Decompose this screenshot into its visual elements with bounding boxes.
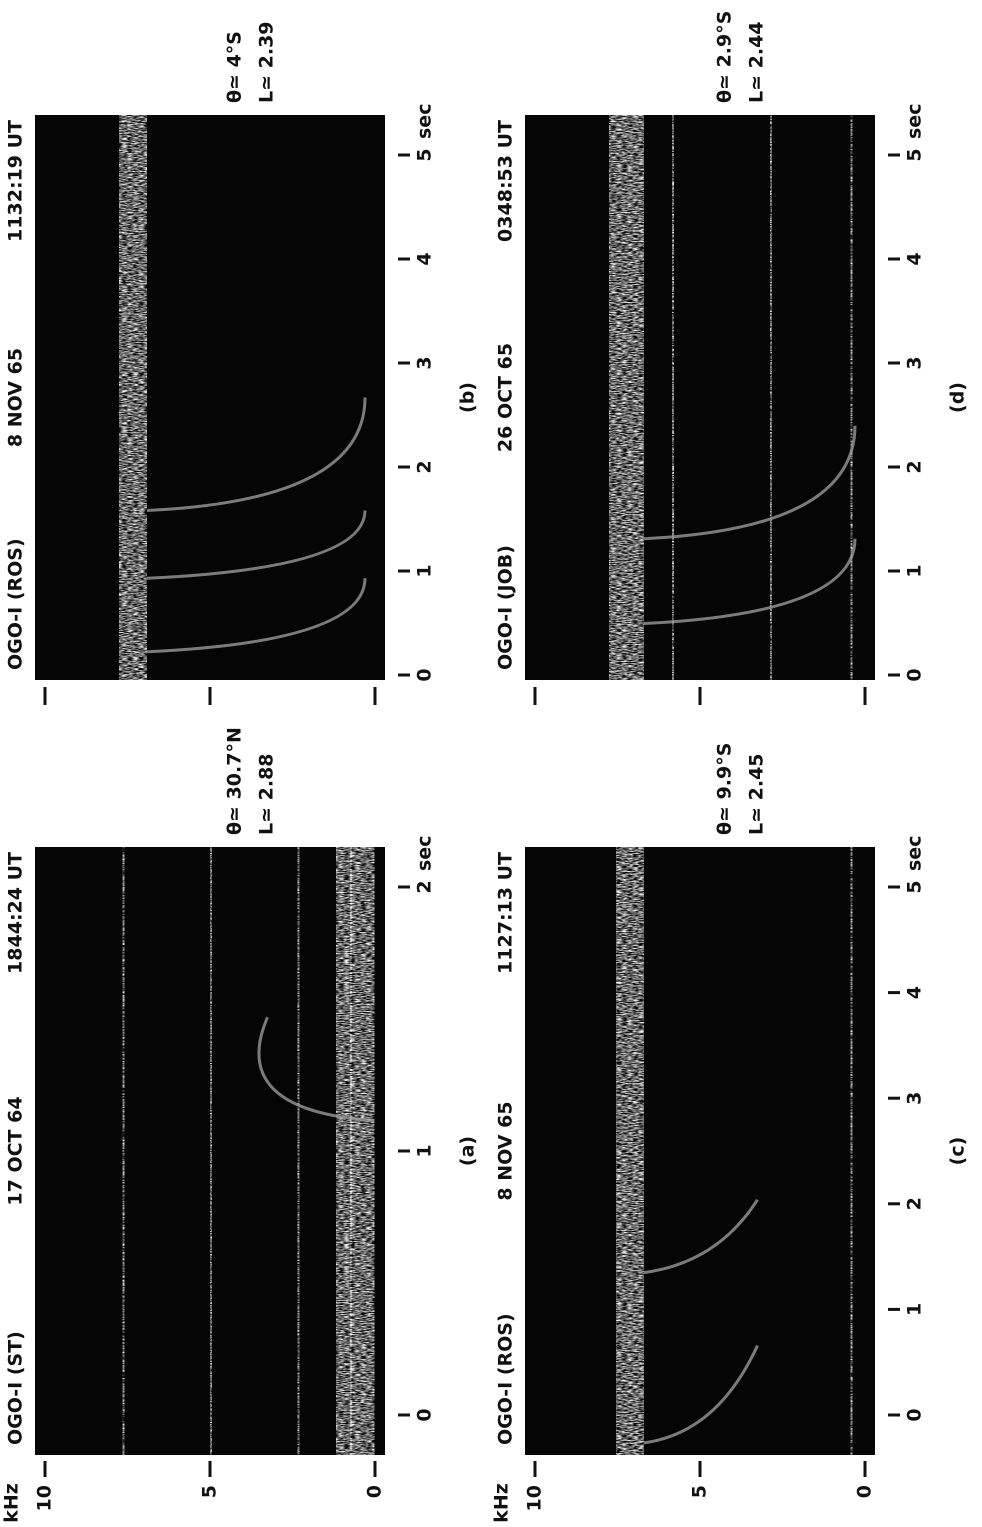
l-shell-label: L≃ 2.39 (256, 21, 278, 103)
x-tick-label: 0 (904, 1408, 926, 1421)
x-tick-label: 5 (904, 880, 926, 893)
x-tick-label: 0 (414, 668, 436, 681)
x-tick-label: 2 (414, 880, 436, 893)
x-tick-label: 2 (414, 460, 436, 473)
noise-band (119, 115, 147, 680)
l-shell-label: L≃ 2.45 (746, 753, 768, 835)
panel-label: (c) (947, 1137, 969, 1166)
x-tick-label: 3 (904, 1092, 926, 1105)
whistler-trace (146, 510, 367, 580)
date-label: 8 NOV 65 (495, 1101, 517, 1200)
whistler-trace (643, 425, 857, 541)
x-tick-label: 5 (414, 148, 436, 161)
y-tick-label: 5 (689, 1485, 711, 1498)
x-tick-label: 3 (904, 356, 926, 369)
noise-band (336, 847, 375, 1455)
panel-label: (d) (947, 382, 969, 413)
latitude-label: θ≃ 4°S (224, 31, 246, 103)
x-tick-label: 3 (414, 356, 436, 369)
x-unit-label: sec (414, 104, 436, 139)
y-tick-label: 0 (854, 1485, 876, 1498)
x-tick-label: 5 (904, 148, 926, 161)
date-label: 8 NOV 65 (5, 348, 27, 447)
x-unit-label: sec (904, 104, 926, 139)
noise-band (609, 115, 644, 680)
x-unit-label: sec (414, 836, 436, 871)
spectrogram (525, 847, 875, 1455)
noise-line (122, 847, 125, 1455)
x-tick-label: 1 (414, 564, 436, 577)
spectrogram (35, 115, 385, 680)
whistler-trace (257, 1016, 375, 1123)
x-tick-label: 4 (904, 986, 926, 999)
latitude-label: θ≃ 30.7°N (224, 727, 246, 835)
whistler-trace (643, 538, 857, 625)
y-tick-label: 10 (524, 1485, 546, 1511)
noise-line (210, 847, 212, 1455)
x-tick-label: 2 (904, 1197, 926, 1210)
noise-line (850, 847, 853, 1455)
whistler-trace (643, 1198, 759, 1275)
noise-line (350, 847, 352, 1455)
y-tick-label: 5 (199, 1485, 221, 1498)
x-tick-label: 0 (414, 1408, 436, 1421)
x-tick-label: 1 (904, 564, 926, 577)
time-label: 1844:24 UT (5, 852, 27, 974)
latitude-label: θ≃ 9.9°S (714, 743, 736, 835)
date-label: 17 OCT 64 (5, 1096, 27, 1205)
whistler-trace (146, 578, 367, 654)
x-tick-label: 4 (904, 252, 926, 265)
whistler-trace (643, 1344, 759, 1445)
panel-label: (b) (457, 382, 479, 413)
x-unit-label: sec (904, 836, 926, 871)
time-label: 1132:19 UT (5, 120, 27, 242)
latitude-label: θ≃ 2.9°S (714, 11, 736, 103)
y-unit-label: kHz (1, 1483, 23, 1523)
noise-line (672, 115, 674, 680)
noise-band (616, 847, 644, 1455)
station-label: OGO-I (JOB) (495, 545, 517, 670)
l-shell-label: L≃ 2.44 (746, 21, 768, 103)
x-tick-label: 1 (414, 1144, 436, 1157)
x-tick-label: 4 (414, 252, 436, 265)
noise-line (850, 115, 853, 680)
time-label: 0348:53 UT (495, 120, 517, 242)
x-tick-label: 0 (904, 668, 926, 681)
x-tick-label: 2 (904, 460, 926, 473)
station-label: OGO-I (ROS) (495, 1313, 517, 1445)
date-label: 26 OCT 65 (495, 343, 517, 452)
y-tick-label: 0 (364, 1485, 386, 1498)
panel-label: (a) (457, 1136, 479, 1166)
whistler-trace (146, 397, 367, 512)
station-label: OGO-I (ST) (5, 1331, 27, 1445)
station-label: OGO-I (ROS) (5, 538, 27, 670)
x-tick-label: 1 (904, 1303, 926, 1316)
y-unit-label: kHz (491, 1483, 513, 1523)
spectrogram (525, 115, 875, 680)
noise-line (770, 115, 772, 680)
l-shell-label: L≃ 2.88 (256, 753, 278, 835)
y-tick-label: 10 (34, 1485, 56, 1511)
noise-line (297, 847, 300, 1455)
time-label: 1127:13 UT (495, 852, 517, 974)
